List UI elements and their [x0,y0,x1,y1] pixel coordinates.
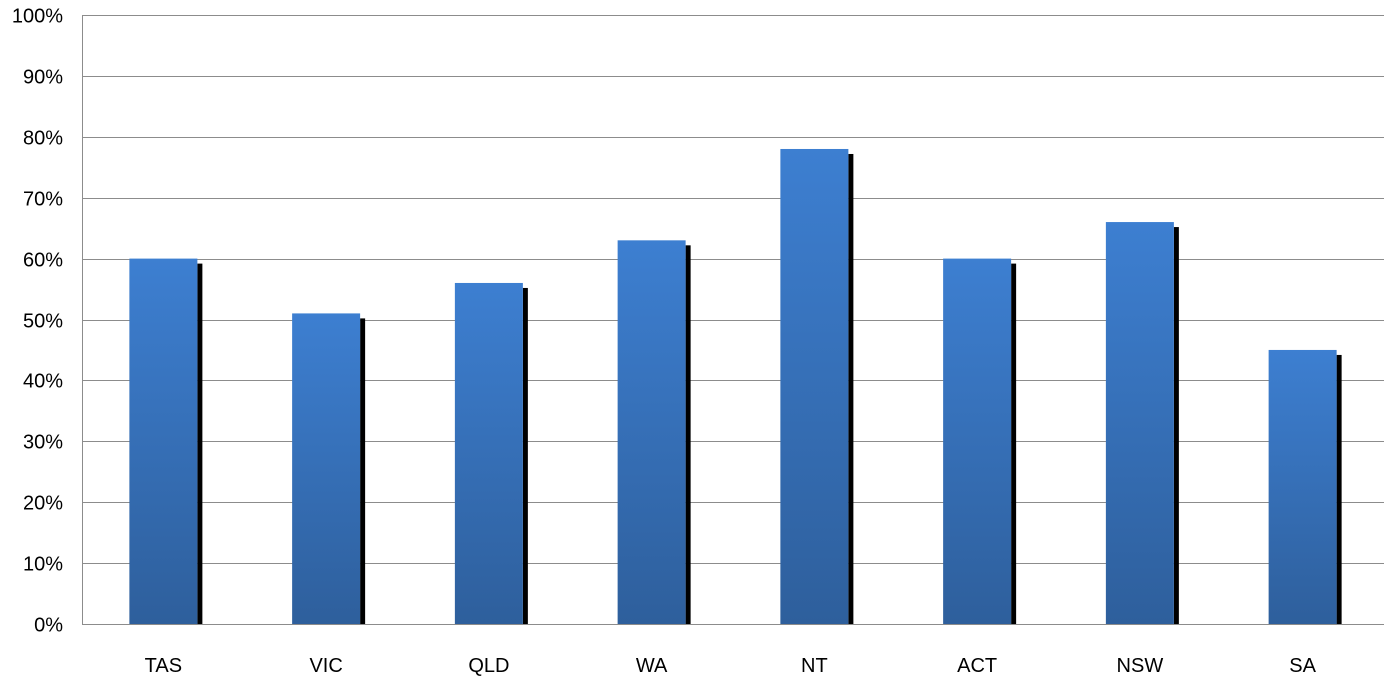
bar-shadow [1173,227,1179,624]
bar-shadow [360,318,366,624]
x-tick-label: ACT [957,655,997,677]
gridlines [82,15,1384,625]
bar: NT: 78% [780,148,849,625]
y-axis-ticks: 0% 10% 20% 30% 40% 50% 60% 70% 80% 90% 100% [12,6,63,637]
y-tick-label: 10% [23,554,63,576]
bar-shadow [1336,354,1342,624]
x-tick-label: WA [636,655,668,677]
y-tick-label: 20% [23,493,63,515]
y-tick-label: 80% [23,128,63,150]
x-tick-label: NSW [1117,655,1164,677]
y-tick-label: 50% [23,311,63,333]
bar: TAS: 60% [129,258,198,624]
x-tick-label: VIC [309,655,342,677]
bar: NSW: 66% [1105,222,1174,624]
bar-shadow [848,153,854,625]
bar-group-nt: NT: 78% [780,148,854,625]
bar-group-tas: TAS: 60% [129,258,203,624]
bar-group-act: ACT: 60% [943,258,1017,624]
x-tick-label: NT [801,655,828,677]
bar: SA: 45% [1268,349,1337,624]
bar-group-vic: VIC: 51% [292,313,366,624]
y-tick-label: 0% [34,615,63,637]
y-tick-label: 30% [23,432,63,454]
bar-group-wa: WA: 63% [617,240,691,624]
x-tick-label: TAS [145,655,182,677]
bar-shadow [685,245,691,624]
bar: QLD: 56% [454,282,523,624]
bar-shadow [1011,263,1017,624]
bars: TAS: 60% VIC: 51% QLD: 56% WA: 63% NT: 78% AC… [129,148,1342,625]
bar: ACT: 60% [943,258,1012,624]
bar-shadow [197,263,203,624]
bar: WA: 63% [617,240,686,624]
x-axis-ticks: TAS VIC QLD WA NT ACT NSW SA [145,655,1317,677]
bar-shadow [522,287,528,624]
bar: VIC: 51% [292,313,361,624]
bar-group-qld: QLD: 56% [454,282,528,624]
y-tick-label: 60% [23,250,63,272]
y-tick-label: 90% [23,67,63,89]
y-tick-label: 40% [23,371,63,393]
x-tick-label: QLD [468,655,509,677]
y-tick-label: 100% [12,6,63,28]
bar-group-sa: SA: 45% [1268,349,1342,624]
x-tick-label: SA [1289,655,1316,677]
bar-group-nsw: NSW: 66% [1105,222,1179,624]
y-tick-label: 70% [23,189,63,211]
